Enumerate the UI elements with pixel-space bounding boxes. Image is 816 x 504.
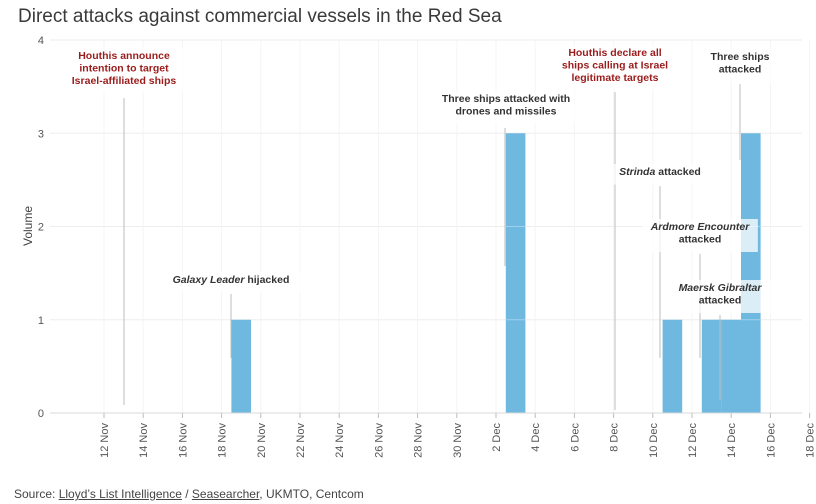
y-tick-label: 4 <box>38 35 44 47</box>
y-axis: 0 1 2 3 4 Volume <box>21 35 44 420</box>
y-axis-label: Volume <box>21 206 35 246</box>
annotation-text: Maersk Gibraltar <box>679 282 763 294</box>
annotation-background <box>642 219 758 252</box>
annotation: Galaxy Leader hijacked <box>157 272 305 358</box>
x-tick-label: 6 Dec <box>569 423 581 452</box>
annotation-text: Strinda attacked <box>619 166 701 178</box>
bar <box>721 319 741 413</box>
x-tick-label: 14 Nov <box>138 423 150 458</box>
source-link-lloyds[interactable]: Lloyd’s List Intelligence <box>58 487 182 501</box>
x-tick-label: 24 Nov <box>334 423 346 458</box>
annotation-text: intention to target <box>79 63 169 75</box>
annotation-background <box>47 48 201 94</box>
annotation-text: Ardmore Encounter <box>650 221 751 233</box>
annotation-text: ships calling at Israel <box>562 60 668 72</box>
x-tick-label: 18 Dec <box>805 423 816 458</box>
annotation-text: legitimate targets <box>572 72 659 84</box>
x-tick-label: 20 Nov <box>256 423 268 458</box>
source-separator: / <box>181 487 192 501</box>
annotation-text: Galaxy Leader hijacked <box>173 274 290 286</box>
annotation-text: attacked <box>719 64 762 76</box>
x-tick-label: 30 Nov <box>452 423 464 458</box>
annotation-background <box>538 45 692 91</box>
chart-title: Direct attacks against commercial vessel… <box>18 6 502 27</box>
annotation-background <box>665 280 775 313</box>
x-tick-label: 10 Dec <box>648 423 660 458</box>
annotation: Strinda attacked <box>605 164 715 358</box>
y-tick-label: 0 <box>38 408 44 420</box>
annotation-text: Three ships <box>711 51 770 63</box>
annotation-background <box>605 164 715 185</box>
annotation-text: Israel-affiliated ships <box>72 75 177 87</box>
x-tick-label: 26 Nov <box>373 423 385 458</box>
x-tick-label: 16 Dec <box>765 423 777 458</box>
annotation-text: Three ships attacked with <box>442 93 570 105</box>
bar <box>662 319 683 413</box>
annotation-text: Houthis announce <box>78 50 170 62</box>
x-tick-label: 18 Nov <box>217 423 229 458</box>
bar <box>741 133 761 413</box>
annotation-background <box>423 91 589 124</box>
annotation-background <box>157 272 305 293</box>
grid-lines <box>50 39 811 414</box>
bar <box>505 133 526 413</box>
y-tick-label: 2 <box>38 222 44 234</box>
x-tick-label: 12 Nov <box>99 423 111 458</box>
bars <box>231 133 761 413</box>
source-link-seasearcher[interactable]: Seasearcher <box>191 487 260 501</box>
annotation-text: attacked <box>699 295 742 307</box>
y-tick-label: 1 <box>38 315 44 327</box>
bar <box>701 319 722 413</box>
x-tick-label: 8 Dec <box>609 423 621 452</box>
x-tick-label: 22 Nov <box>295 423 307 458</box>
annotation-text: attacked <box>679 234 722 246</box>
source-note: Source: Lloyd’s List Intelligence / Seas… <box>14 487 364 501</box>
x-tick-label: 12 Dec <box>687 423 699 458</box>
x-tick-label: 2 Dec <box>491 423 503 452</box>
y-tick-label: 3 <box>38 128 44 140</box>
x-axis: 12 Nov 14 Nov 16 Nov 18 Nov 20 Nov 22 Nov 24 N… <box>50 412 816 458</box>
x-tick-label: 4 Dec <box>530 423 542 452</box>
annotation-text: Houthis declare all <box>568 47 661 59</box>
bar <box>231 319 251 413</box>
x-tick-label: 16 Nov <box>177 423 189 458</box>
x-tick-label: 28 Nov <box>413 423 425 458</box>
annotation-text: drones and missiles <box>456 106 557 118</box>
x-tick-label: 14 Dec <box>726 423 738 458</box>
source-rest: , UKMTO, Centcom <box>259 487 364 501</box>
source-prefix: Source: <box>14 487 59 501</box>
annotation-background <box>700 49 780 82</box>
